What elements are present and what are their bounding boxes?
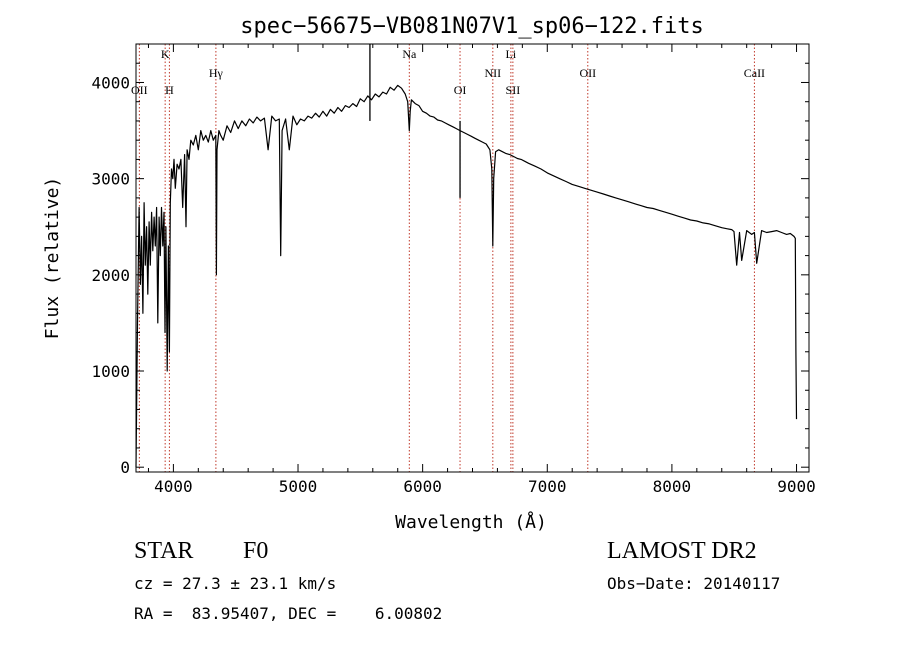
line-label-4: Na <box>402 47 417 61</box>
spectrum-series <box>135 44 798 468</box>
y-tick-label-1: 1000 <box>91 362 130 381</box>
line-label-3: Hγ <box>209 66 224 80</box>
x-tick-label-2: 6000 <box>403 477 442 496</box>
line-label-7: Li <box>506 47 517 61</box>
observation-date: Obs−Date: 20140117 <box>607 574 781 593</box>
coordinates: RA = 83.95407, DEC = 6.00802 <box>134 604 443 623</box>
object-class: STAR <box>134 538 194 564</box>
x-axis-label: Wavelength (Å) <box>395 511 547 533</box>
x-tick-label-5: 9000 <box>777 477 816 496</box>
spectrum-line <box>135 84 798 468</box>
y-axis-label: Flux (relative) <box>42 177 63 340</box>
x-tick-label-3: 7000 <box>528 477 567 496</box>
line-label-10: CaII <box>744 66 765 80</box>
x-tick-label-1: 5000 <box>279 477 318 496</box>
x-tick-label-4: 8000 <box>653 477 692 496</box>
x-tick-label-0: 4000 <box>154 477 193 496</box>
redshift-cz: cz = 27.3 ± 23.1 km/s <box>134 574 337 593</box>
chart-title: spec−56675−VB081N07V1_sp06−122.fits <box>240 14 704 39</box>
line-label-5: OI <box>454 83 467 97</box>
line-label-0: OII <box>131 83 148 97</box>
y-tick-label-2: 2000 <box>91 266 130 285</box>
line-label-8: SII <box>506 83 521 97</box>
line-label-1: K <box>161 47 170 61</box>
line-label-2: H <box>165 83 174 97</box>
emission-line-markers: OII K H Hγ Na OI NII Li SII OII CaII <box>131 44 765 472</box>
survey-name: LAMOST DR2 <box>607 538 757 564</box>
y-tick-label-0: 0 <box>120 458 130 477</box>
object-subclass: F0 <box>243 538 269 564</box>
line-label-9: OII <box>579 66 596 80</box>
axis-ticks: 4000 5000 6000 7000 8000 9000 0 1000 2000 3000 400… <box>91 43 816 496</box>
y-tick-label-3: 3000 <box>91 170 130 189</box>
line-label-6: NII <box>484 66 501 80</box>
plot-frame <box>135 43 810 473</box>
y-tick-label-4: 4000 <box>91 73 130 92</box>
